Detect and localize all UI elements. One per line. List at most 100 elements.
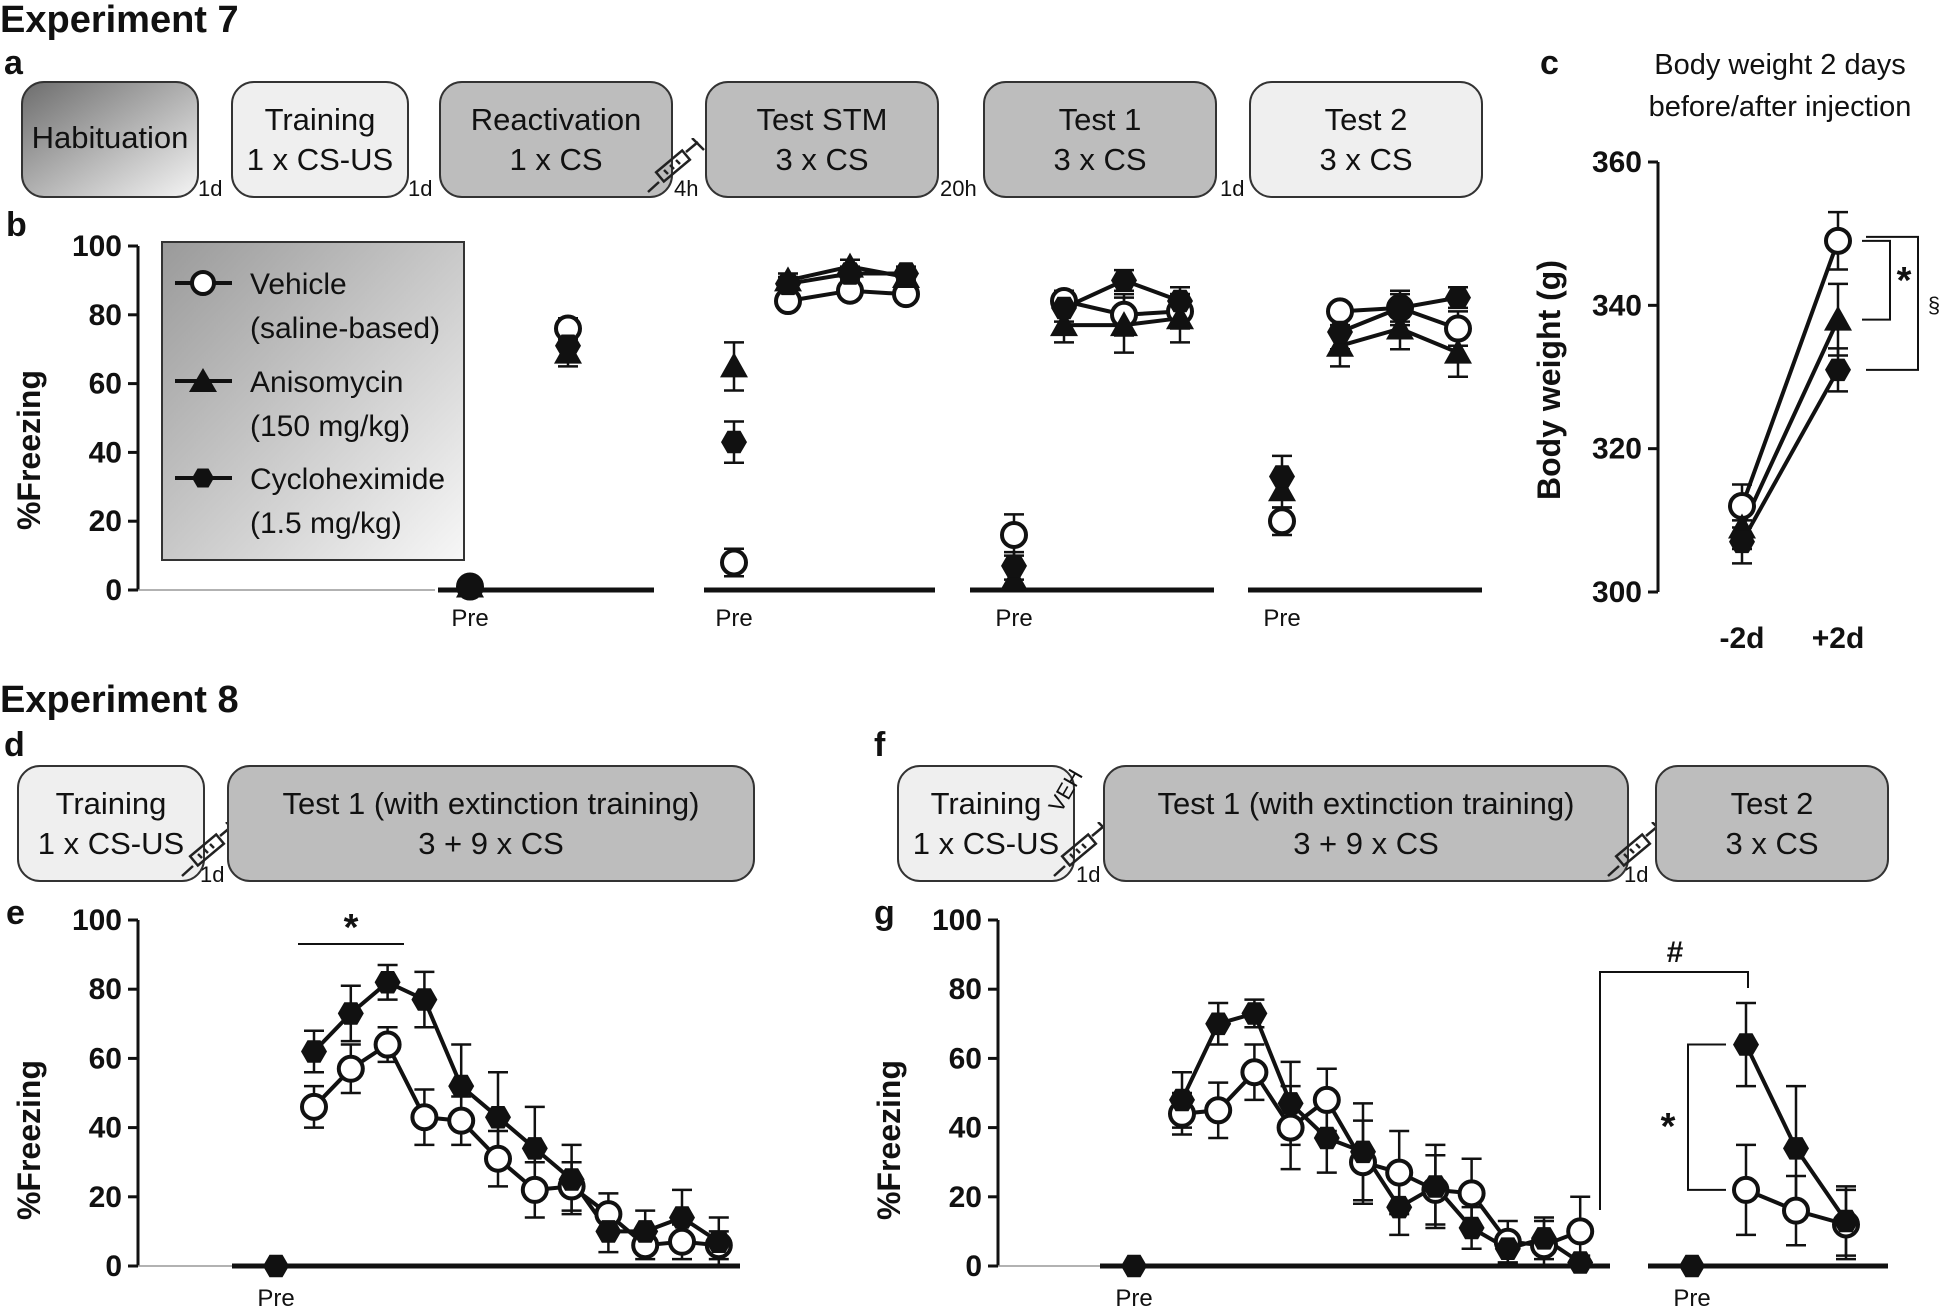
- y-tick-label: 100: [72, 230, 122, 263]
- interval-label: 1d: [1220, 176, 1244, 201]
- y-axis-label: %Freezing: [11, 370, 47, 530]
- data-point-cycloheximide: [1729, 530, 1755, 554]
- data-point-vehicle: [1326, 297, 1354, 326]
- box-label: Reactivation: [471, 102, 642, 137]
- significance-bracket: [1599, 971, 1749, 1210]
- data-point-vehicle: [300, 1092, 328, 1121]
- y-tick-label: 80: [949, 973, 982, 1006]
- panel-e-label: e: [6, 894, 25, 932]
- data-point-cycloheximide: [669, 1206, 695, 1229]
- data-point-cycloheximide: [595, 1220, 622, 1243]
- timeline-d: Training 1 x CS-US 1d Test 1 (with extin…: [17, 765, 755, 887]
- x-tick-label-pre: Pre: [1673, 1285, 1710, 1312]
- experiment-8-title: Experiment 8: [0, 679, 239, 721]
- data-point-cycloheximide: [1167, 289, 1193, 313]
- data-point-cycloheximide: [485, 1106, 511, 1129]
- data-point-cycloheximide: [448, 1074, 475, 1098]
- data-point-cycloheximide: [521, 1137, 548, 1160]
- box-label: Training: [931, 786, 1042, 821]
- timeline-box-test-2: Test 2 3 x CS: [1249, 81, 1483, 198]
- legend-sublabel: (150 mg/kg): [250, 410, 410, 443]
- data-point-anisomycin: [1444, 338, 1472, 364]
- data-point-cycloheximide: [301, 1040, 327, 1063]
- y-tick-label: 320: [1592, 433, 1642, 466]
- timeline-f: Training 1 x CS-US VEH 1d Test 1 (with e…: [897, 765, 1889, 887]
- legend-item-vehicle: Vehicle (saline-based): [175, 268, 440, 345]
- interval-label: 1d: [200, 862, 224, 887]
- data-point-vehicle: [1240, 1058, 1269, 1087]
- panel-f-label: f: [874, 726, 886, 764]
- data-point-cycloheximide: [1825, 358, 1851, 382]
- data-point-cycloheximide: [1205, 1012, 1232, 1036]
- box-sublabel: 3 x CS: [1725, 826, 1818, 861]
- data-point-vehicle: [1824, 226, 1852, 255]
- box-sublabel: 3 + 9 x CS: [1293, 826, 1439, 861]
- x-tick-label-pre: Pre: [1263, 605, 1300, 632]
- interval-label: 1d: [408, 176, 432, 201]
- chart-g: 0 20 40 60 80 100 Pre Pre # *: [932, 904, 1888, 1312]
- interval-label: 1d: [198, 176, 222, 201]
- data-point-pre: [1121, 1254, 1147, 1278]
- y-tick-label: 40: [89, 1112, 122, 1145]
- data-point-cycloheximide: [374, 971, 401, 994]
- timeline-box-test-1: Test 1 (with extinction training) 3 + 9 …: [227, 765, 755, 882]
- interval-label: 1d: [1624, 862, 1648, 887]
- data-point-cycloheximide: [1445, 286, 1471, 309]
- data-point-cycloheximide: [705, 1230, 732, 1253]
- data-point-vehicle: [484, 1144, 512, 1173]
- data-point-pre-anisomycin: [1000, 565, 1028, 591]
- box-sublabel: 3 x CS: [1053, 142, 1146, 177]
- legend: Vehicle (saline-based) Anisomycin (150 m…: [161, 241, 465, 561]
- y-tick-label: 100: [72, 904, 122, 937]
- panel-a-label: a: [4, 44, 24, 82]
- chart-c-title: Body weight 2 days: [1654, 49, 1905, 81]
- chart-e: 0 20 40 60 80 100 Pre *: [72, 904, 740, 1312]
- data-point-cycloheximide: [1313, 1126, 1340, 1150]
- data-point-vehicle: [1782, 1196, 1810, 1225]
- data-point-cycloheximide: [1783, 1137, 1809, 1160]
- chart-c-subtitle: before/after injection: [1649, 91, 1912, 123]
- legend-label: Vehicle: [250, 268, 347, 301]
- panel-c-label: c: [1540, 44, 1559, 82]
- box-sublabel: 3 x CS: [1319, 142, 1412, 177]
- data-point-vehicle: [373, 1030, 402, 1059]
- y-tick-label: 80: [89, 973, 122, 1006]
- data-point-cycloheximide: [893, 262, 919, 285]
- chart-b: 0 20 40 60 80 100 Pre Pre Pre Pre: [72, 230, 1482, 632]
- timeline-a: Habituation 1d Training 1 x CS-US 1d Rea…: [21, 81, 1483, 201]
- timeline-box-test-2: Test 2 3 x CS: [1655, 765, 1889, 882]
- significance-bracket: [1687, 1043, 1726, 1191]
- y-axis-label: %Freezing: [11, 1060, 47, 1220]
- data-point-cycloheximide: [1833, 1209, 1859, 1233]
- timeline-box-habituation: Habituation: [21, 81, 199, 198]
- y-tick-label: 300: [1592, 576, 1642, 609]
- significance-star: *: [344, 907, 359, 949]
- data-point-vehicle: [1204, 1096, 1233, 1125]
- legend-sublabel: (saline-based): [250, 312, 440, 345]
- data-point-cycloheximide: [837, 262, 863, 285]
- x-tick-label-pre: Pre: [715, 605, 752, 632]
- legend-marker-triangle: [189, 368, 217, 392]
- data-point-cycloheximide: [1458, 1216, 1485, 1240]
- data-point-vehicle: [668, 1227, 696, 1256]
- data-point-pre: [263, 1254, 289, 1278]
- data-point-pre-cycloheximide: [1269, 465, 1295, 488]
- data-point-vehicle: [1457, 1179, 1486, 1208]
- series-line-cycloheximide: [1180, 1010, 1582, 1265]
- data-point-cycloheximide: [1494, 1237, 1521, 1260]
- data-point-cycloheximide: [1051, 296, 1077, 320]
- data-point-pre-cycloheximide: [721, 430, 747, 454]
- data-point-cycloheximide: [411, 988, 438, 1011]
- series-line-vehicle: [312, 1041, 719, 1248]
- y-axis-label: %Freezing: [871, 1060, 907, 1220]
- y-tick-label: 20: [89, 505, 122, 538]
- data-point-pre-anisomycin: [1268, 476, 1296, 502]
- box-sublabel: 1 x CS-US: [38, 826, 184, 861]
- y-tick-label: 20: [89, 1181, 122, 1214]
- series-line-cycloheximide: [312, 979, 720, 1244]
- significance-bracket: [1866, 235, 1919, 371]
- data-point-cycloheximide: [1327, 320, 1353, 344]
- data-point-cycloheximide: [1169, 1088, 1195, 1112]
- legend-marker-hexagon: [192, 468, 214, 488]
- data-point-cycloheximide: [1241, 1002, 1268, 1025]
